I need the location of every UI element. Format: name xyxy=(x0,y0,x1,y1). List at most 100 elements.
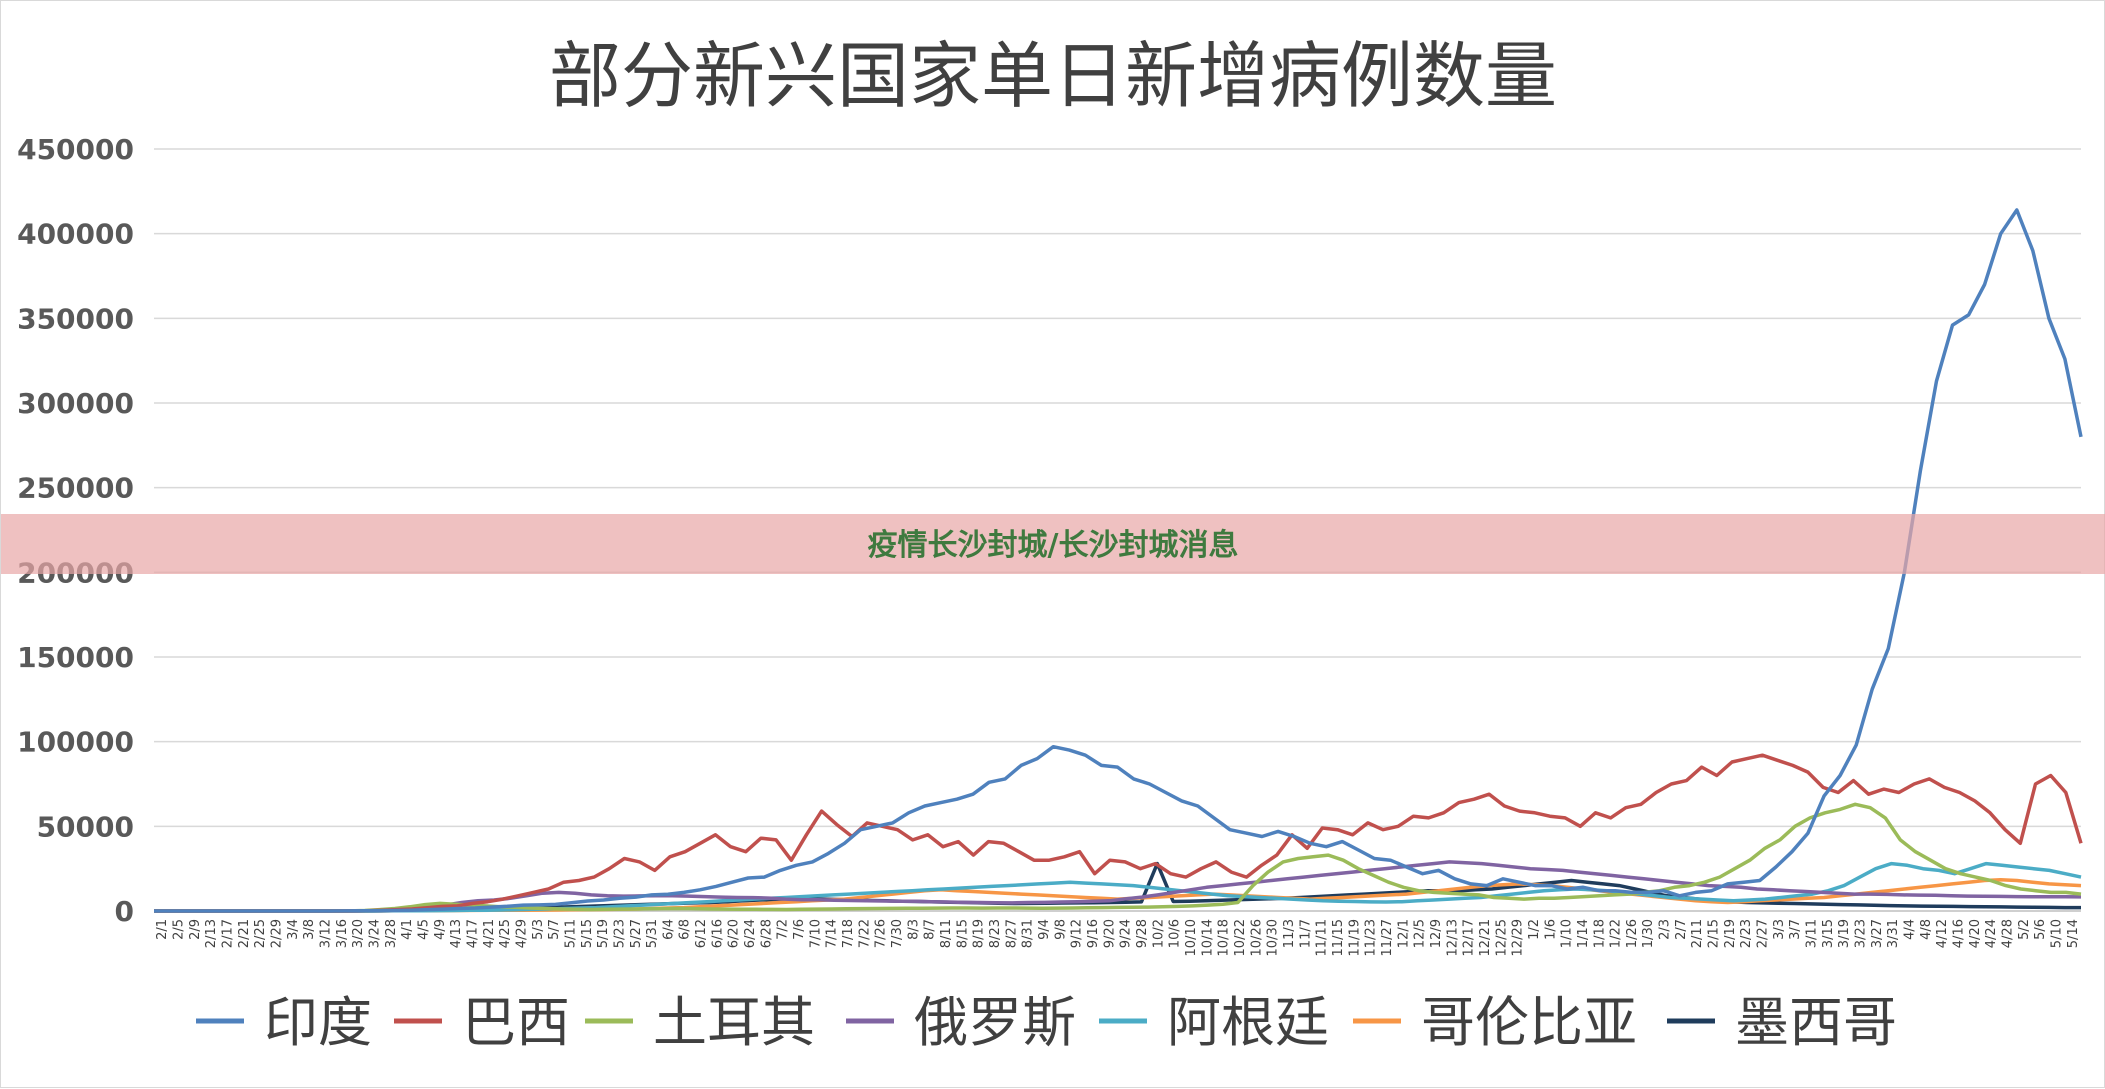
x-tick-label: 6/4 xyxy=(661,919,676,940)
y-tick-label: 0 xyxy=(115,895,134,928)
banner-text: 疫情长沙封城/长沙封城消息 xyxy=(868,528,1239,563)
x-tick-label: 1/22 xyxy=(1609,919,1624,948)
x-tick-label: 1/30 xyxy=(1641,919,1656,948)
x-tick-label: 5/7 xyxy=(547,919,562,940)
x-tick-label: 4/21 xyxy=(482,919,497,948)
x-tick-label: 3/15 xyxy=(1821,919,1836,948)
x-tick-label: 4/13 xyxy=(449,919,464,948)
x-tick-label: 6/16 xyxy=(710,919,725,948)
legend-label: 哥伦比亚 xyxy=(1421,991,1637,1054)
x-tick-label: 5/11 xyxy=(563,919,578,948)
banner-background xyxy=(1,514,2105,574)
x-tick-label: 2/29 xyxy=(269,919,284,948)
x-tick-label: 6/20 xyxy=(727,919,742,948)
x-tick-label: 7/14 xyxy=(825,919,840,948)
series-line-1 xyxy=(154,753,2083,913)
legend-label: 俄罗斯 xyxy=(914,991,1076,1054)
x-tick-label: 9/8 xyxy=(1053,919,1068,940)
x-tick-label: 1/10 xyxy=(1560,919,1575,948)
y-tick-label: 300000 xyxy=(17,387,134,420)
x-tick-label: 11/3 xyxy=(1282,919,1297,948)
x-tick-label: 7/30 xyxy=(890,919,905,948)
x-tick-label: 4/17 xyxy=(465,919,480,948)
x-tick-label: 2/25 xyxy=(253,919,268,948)
x-tick-label: 2/11 xyxy=(1690,919,1705,948)
x-tick-label: 2/19 xyxy=(1723,919,1738,948)
x-tick-label: 6/24 xyxy=(743,919,758,948)
x-tick-label: 9/24 xyxy=(1119,919,1134,948)
x-axis-tick-labels: 2/1 2/5 2/9 2/13 2/17 2/21 2/25 2/29 3/4 3/8 3/12 3… xyxy=(155,919,2081,956)
y-tick-label: 350000 xyxy=(17,302,134,335)
x-tick-label: 2/21 xyxy=(237,919,252,948)
x-tick-label: 1/6 xyxy=(1543,919,1558,940)
y-tick-label: 50000 xyxy=(37,810,134,843)
y-tick-label: 450000 xyxy=(17,133,134,166)
x-tick-label: 3/3 xyxy=(1772,919,1787,940)
x-tick-label: 9/12 xyxy=(1070,919,1085,948)
x-tick-label: 4/24 xyxy=(1984,919,1999,948)
x-tick-label: 6/12 xyxy=(694,919,709,948)
x-tick-label: 12/13 xyxy=(1445,919,1460,956)
series-line-3 xyxy=(154,860,2082,913)
legend-label: 阿根廷 xyxy=(1167,991,1329,1054)
legend-label: 土耳其 xyxy=(653,991,815,1054)
x-tick-label: 4/8 xyxy=(1919,919,1934,940)
x-tick-label: 5/15 xyxy=(580,919,595,948)
x-tick-label: 3/12 xyxy=(318,919,333,948)
x-tick-label: 8/15 xyxy=(955,919,970,948)
x-tick-label: 10/10 xyxy=(1184,919,1199,956)
x-tick-label: 12/21 xyxy=(1478,919,1493,956)
x-tick-label: 10/30 xyxy=(1266,919,1281,956)
x-tick-label: 7/2 xyxy=(776,919,791,940)
x-tick-label: 11/27 xyxy=(1380,919,1395,956)
x-tick-label: 4/9 xyxy=(433,919,448,940)
x-tick-label: 11/23 xyxy=(1364,919,1379,956)
x-tick-label: 8/23 xyxy=(988,919,1003,948)
y-tick-label: 250000 xyxy=(17,472,134,505)
x-tick-label: 7/18 xyxy=(841,919,856,948)
overlay-banner: 疫情长沙封城/长沙封城消息 xyxy=(1,514,2105,574)
x-tick-label: 1/2 xyxy=(1527,919,1542,940)
x-tick-label: 4/1 xyxy=(400,919,415,940)
x-tick-label: 5/3 xyxy=(531,919,546,940)
x-tick-label: 2/5 xyxy=(171,919,186,940)
x-tick-label: 1/26 xyxy=(1625,919,1640,948)
x-tick-label: 3/4 xyxy=(286,919,301,940)
x-tick-label: 3/27 xyxy=(1870,919,1885,948)
x-tick-label: 6/8 xyxy=(678,919,693,940)
x-tick-label: 2/1 xyxy=(155,919,170,940)
x-tick-label: 12/9 xyxy=(1429,919,1444,948)
x-tick-label: 3/28 xyxy=(384,919,399,948)
x-tick-label: 3/19 xyxy=(1837,919,1852,948)
x-tick-label: 2/15 xyxy=(1707,919,1722,948)
x-tick-label: 4/16 xyxy=(1952,919,1967,948)
legend: 印度 巴西 土耳其 俄罗斯 阿根廷 哥伦比亚 墨西哥 xyxy=(196,991,1897,1054)
y-tick-label: 400000 xyxy=(17,218,134,251)
x-tick-label: 10/26 xyxy=(1249,919,1264,956)
x-tick-label: 6/28 xyxy=(759,919,774,948)
x-tick-label: 5/23 xyxy=(612,919,627,948)
x-tick-label: 3/7 xyxy=(1788,919,1803,940)
x-tick-label: 12/17 xyxy=(1462,919,1477,956)
x-tick-label: 5/14 xyxy=(2066,919,2081,948)
x-tick-label: 2/23 xyxy=(1739,919,1754,948)
x-tick-label: 8/27 xyxy=(1004,919,1019,948)
x-tick-label: 1/18 xyxy=(1592,919,1607,948)
legend-label: 印度 xyxy=(264,991,372,1054)
series-line-2 xyxy=(154,802,2082,913)
x-tick-label: 4/4 xyxy=(1903,919,1918,940)
x-tick-label: 12/5 xyxy=(1413,919,1428,948)
x-tick-label: 8/19 xyxy=(972,919,987,948)
x-tick-label: 3/16 xyxy=(335,919,350,948)
x-tick-label: 11/15 xyxy=(1331,919,1346,956)
x-tick-label: 8/31 xyxy=(1021,919,1036,948)
x-tick-label: 3/31 xyxy=(1886,919,1901,948)
x-tick-label: 10/6 xyxy=(1168,919,1183,948)
y-tick-label: 100000 xyxy=(17,726,134,759)
x-tick-label: 2/3 xyxy=(1658,919,1673,940)
x-tick-label: 3/8 xyxy=(302,919,317,940)
x-tick-label: 1/14 xyxy=(1576,919,1591,948)
legend-label: 墨西哥 xyxy=(1735,991,1897,1054)
x-tick-label: 10/18 xyxy=(1217,919,1232,956)
